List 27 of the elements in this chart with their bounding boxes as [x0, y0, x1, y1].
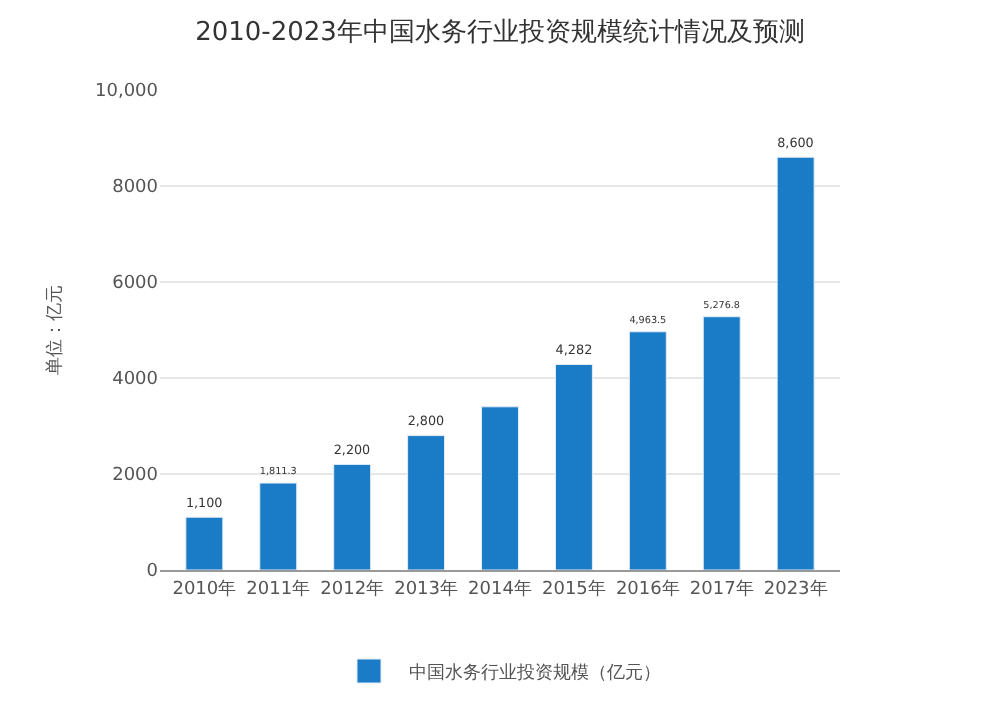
bar [776, 156, 815, 570]
x-tick-label: 2012年 [320, 577, 385, 600]
bar [259, 482, 298, 570]
x-tick-label: 2014年 [468, 577, 532, 600]
x-tick-label: 2011年 [246, 577, 311, 600]
y-tick-label: 6000 [112, 274, 159, 295]
legend-label: 中国水务行业投资规模（亿元） [409, 662, 661, 685]
y-tick-label: 0 [146, 562, 159, 583]
x-tick-label: 2023年 [763, 577, 828, 600]
y-tick-label: 2000 [112, 466, 159, 487]
bar [407, 435, 446, 570]
bar [185, 516, 224, 570]
y-axis-title: 单位：亿元 [43, 285, 66, 375]
bar [481, 406, 519, 570]
x-tick-label: 2017年 [689, 577, 754, 600]
x-tick-label: 2015年 [542, 577, 606, 600]
bar [628, 331, 667, 570]
chart-title: 2010-2023年中国水务行业投资规模统计情况及预测 [195, 17, 805, 48]
x-tick-label: 2016年 [615, 577, 680, 600]
bar [702, 316, 741, 570]
y-tick-label: 4000 [112, 370, 159, 391]
bar [554, 363, 593, 570]
bar [333, 463, 372, 570]
y-tick-label: 8000 [112, 178, 159, 199]
y-tick-label: 10,000 [95, 82, 159, 103]
x-tick-label: 2013年 [394, 577, 458, 600]
x-tick-label: 2010年 [172, 577, 237, 600]
